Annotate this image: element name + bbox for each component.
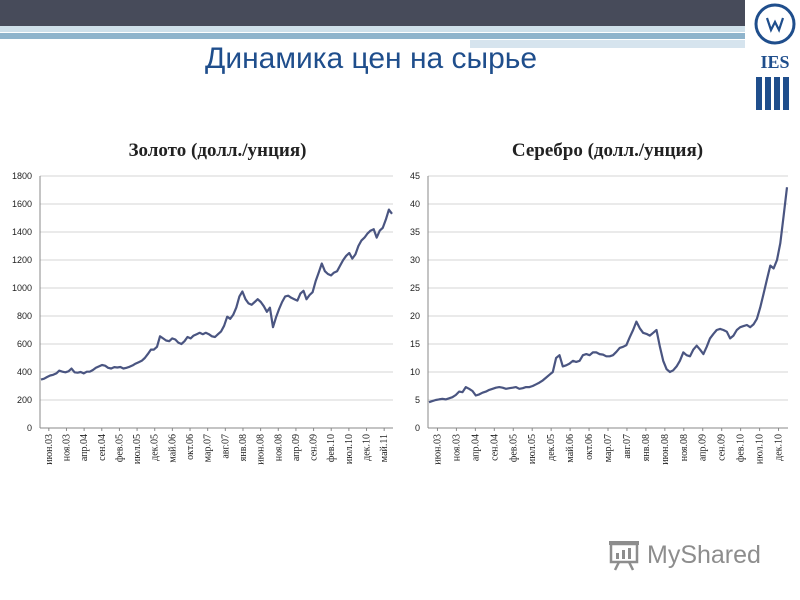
gold-x-tick-label: авг.07	[220, 434, 231, 459]
gold-y-tick-label: 200	[17, 395, 32, 405]
silver-y-tick-label: 35	[410, 227, 420, 237]
watermark: MyShared	[607, 536, 767, 574]
silver-y-tick-label: 25	[410, 283, 420, 293]
silver-x-tick-label: июл.05	[527, 434, 538, 464]
gold-y-tick-label: 400	[17, 367, 32, 377]
silver-price-line	[428, 187, 789, 404]
gold-x-tick-label: мар.07	[203, 434, 214, 462]
gold-y-tick-label: 1800	[12, 171, 32, 181]
silver-x-tick-label: ноя.08	[679, 434, 690, 461]
silver-x-tick-label: дек.05	[546, 434, 557, 461]
silver-y-tick-label: 5	[415, 395, 420, 405]
silver-y-tick-label: 40	[410, 199, 420, 209]
gold-price-line	[40, 208, 393, 381]
gold-y-tick-label: 1000	[12, 283, 32, 293]
silver-x-tick-label: сен.09	[717, 434, 728, 461]
silver-x-tick-label: янв.08	[641, 434, 652, 461]
silver-y-tick-label: 30	[410, 255, 420, 265]
ies-emblem-icon: IES	[750, 0, 800, 110]
gold-y-tick-label: 1600	[12, 199, 32, 209]
silver-x-tick-label: апр.04	[470, 434, 481, 461]
silver-x-tick-label: май.06	[565, 434, 576, 463]
silver-y-tick-label: 0	[415, 423, 420, 433]
silver-x-tick-label: июн.08	[660, 434, 671, 465]
gold-chart-title: Золото (долл./унция)	[128, 140, 307, 161]
gold-x-tick-label: апр.09	[291, 434, 302, 461]
gold-x-tick-label: июн.03	[44, 434, 55, 465]
header-bar	[0, 0, 745, 26]
gold-x-tick-label: май.11	[379, 434, 390, 462]
gold-y-tick-label: 1400	[12, 227, 32, 237]
header-stripe	[0, 33, 745, 39]
gold-x-tick-label: янв.08	[238, 434, 249, 461]
silver-x-tick-label: окт.06	[584, 434, 595, 460]
gold-x-tick-label: июл.10	[344, 434, 355, 464]
gold-x-tick-label: сен.04	[97, 434, 108, 461]
gold-x-tick-label: июл.05	[132, 434, 143, 464]
silver-x-tick-label: авг.07	[622, 434, 633, 459]
silver-y-tick-label: 20	[410, 311, 420, 321]
gold-y-tick-label: 800	[17, 311, 32, 321]
presentation-board-icon	[609, 541, 639, 571]
silver-x-tick-label: сен.04	[489, 434, 500, 461]
gold-x-tick-label: апр.04	[79, 434, 90, 461]
gold-x-tick-label: ноя.03	[61, 434, 72, 461]
silver-x-tick-label: мар.07	[603, 434, 614, 462]
gold-x-tick-label: дек.05	[150, 434, 161, 461]
header-stripe	[0, 26, 745, 32]
silver-y-tick-label: 45	[410, 171, 420, 181]
silver-x-tick-label: ноя.03	[451, 434, 462, 461]
silver-x-tick-label: апр.09	[698, 434, 709, 461]
watermark-text: MyShared	[647, 541, 761, 569]
silver-x-tick-label: июн.03	[432, 434, 443, 465]
silver-x-tick-label: фев.05	[508, 434, 519, 462]
silver-chart-title: Серебро (долл./унция)	[511, 140, 704, 161]
logo-text: IES	[760, 52, 789, 72]
silver-y-tick-label: 10	[410, 367, 420, 377]
gold-y-tick-label: 0	[27, 423, 32, 433]
silver-x-tick-label: дек.10	[774, 434, 785, 461]
silver-y-tick-label: 15	[410, 339, 420, 349]
gold-x-tick-label: окт.06	[185, 434, 196, 460]
gold-y-tick-label: 600	[17, 339, 32, 349]
gold-x-tick-label: дек.10	[362, 434, 373, 461]
gold-x-tick-label: фев.05	[114, 434, 125, 462]
header-stripe	[470, 40, 745, 48]
gold-x-tick-label: июн.08	[256, 434, 267, 465]
gold-y-tick-label: 1200	[12, 255, 32, 265]
gold-x-tick-label: май.06	[167, 434, 178, 463]
slide-title: Динамика цен на сырье	[205, 42, 538, 75]
silver-x-tick-label: июл.10	[755, 434, 766, 464]
silver-x-tick-label: фев.10	[736, 434, 747, 462]
gold-x-tick-label: сен.09	[309, 434, 320, 461]
gold-x-tick-label: ноя.08	[273, 434, 284, 461]
gold-x-tick-label: фев.10	[326, 434, 337, 462]
